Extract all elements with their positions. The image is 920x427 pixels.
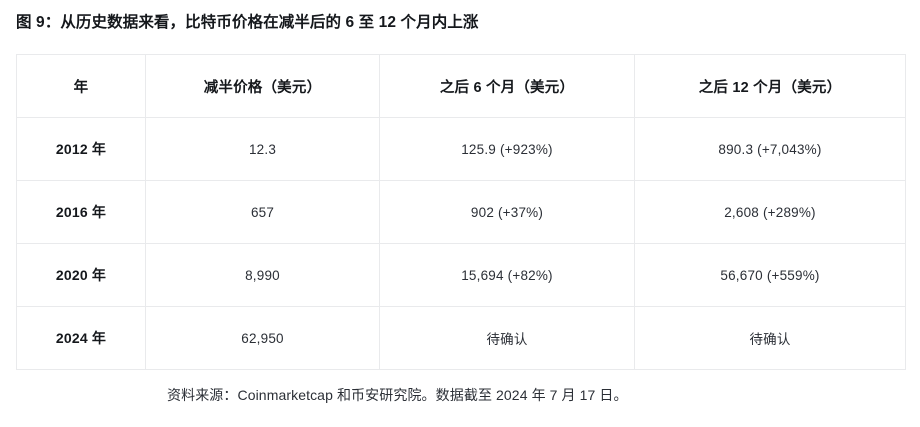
cell-after-12-months: 2,608 (+289%) (634, 180, 906, 244)
cell-halving-price: 8,990 (145, 243, 380, 307)
table-row: 2012 年 12.3 125.9 (+923%) 890.3 (+7,043%… (16, 117, 906, 181)
table-header: 年 减半价格（美元） 之后 6 个月（美元） 之后 12 个月（美元） (16, 54, 906, 118)
cell-halving-price: 62,950 (145, 306, 380, 370)
cell-year: 2024 年 (16, 306, 146, 370)
source-note: 资料来源：Coinmarketcap 和币安研究院。数据截至 2024 年 7 … (167, 387, 628, 403)
cell-after-12-months: 56,670 (+559%) (634, 243, 906, 307)
halving-price-table: 年 减半价格（美元） 之后 6 个月（美元） 之后 12 个月（美元） 2012… (16, 54, 906, 370)
cell-after-12-months: 890.3 (+7,043%) (634, 117, 906, 181)
cell-after-6-months: 902 (+37%) (379, 180, 635, 244)
table-container: 年 减半价格（美元） 之后 6 个月（美元） 之后 12 个月（美元） 2012… (16, 54, 906, 370)
cell-halving-price: 12.3 (145, 117, 380, 181)
cell-year: 2012 年 (16, 117, 146, 181)
cell-after-6-months: 待确认 (379, 306, 635, 370)
page-title: 图 9：从历史数据来看，比特币价格在减半后的 6 至 12 个月内上涨 (16, 14, 479, 31)
table-row: 2024 年 62,950 待确认 待确认 (16, 306, 906, 370)
cell-after-12-months: 待确认 (634, 306, 906, 370)
column-header-year: 年 (16, 54, 146, 118)
column-header-after-12-months: 之后 12 个月（美元） (634, 54, 906, 118)
cell-after-6-months: 125.9 (+923%) (379, 117, 635, 181)
cell-year: 2016 年 (16, 180, 146, 244)
column-header-after-6-months: 之后 6 个月（美元） (379, 54, 635, 118)
cell-year: 2020 年 (16, 243, 146, 307)
cell-after-6-months: 15,694 (+82%) (379, 243, 635, 307)
table-row: 2020 年 8,990 15,694 (+82%) 56,670 (+559%… (16, 243, 906, 307)
table-row: 2016 年 657 902 (+37%) 2,608 (+289%) (16, 180, 906, 244)
table-header-row: 年 减半价格（美元） 之后 6 个月（美元） 之后 12 个月（美元） (16, 54, 906, 118)
column-header-halving-price: 减半价格（美元） (145, 54, 380, 118)
table-body: 2012 年 12.3 125.9 (+923%) 890.3 (+7,043%… (16, 117, 906, 370)
cell-halving-price: 657 (145, 180, 380, 244)
